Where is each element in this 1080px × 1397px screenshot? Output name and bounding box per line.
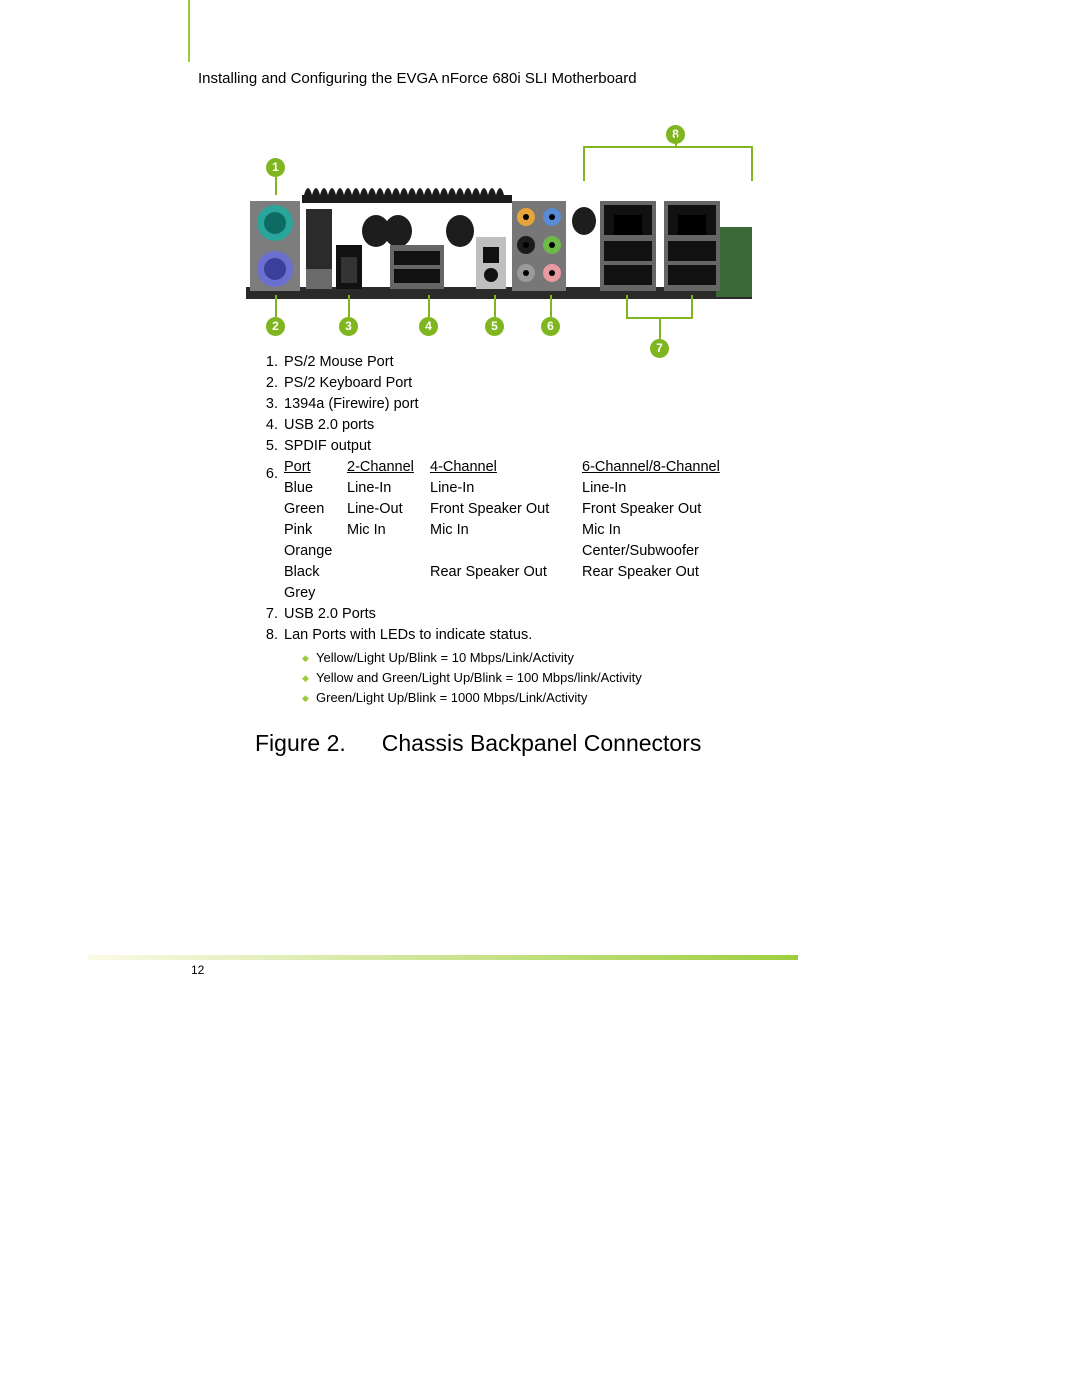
port-table-cell: Mic In — [347, 520, 430, 541]
port-table-cell — [347, 562, 430, 583]
port-table-cell: Blue — [284, 478, 347, 499]
port-table-cell: Rear Speaker Out — [430, 562, 582, 583]
lan-led-item: Yellow/Light Up/Blink = 10 Mbps/Link/Act… — [316, 648, 742, 668]
port-table-cell: Line-Out — [347, 499, 430, 520]
callout-line — [550, 295, 552, 317]
callout-6: 6 — [541, 317, 560, 336]
port-table-cell: Rear Speaker Out — [582, 562, 742, 583]
audio-port-table: Port 2-Channel 4-Channel 6-Channel/8-Cha… — [284, 457, 742, 604]
page-header-title: Installing and Configuring the EVGA nFor… — [198, 70, 637, 87]
port-legend-list: PS/2 Mouse Port PS/2 Keyboard Port 1394a… — [264, 352, 742, 708]
port-table-cell — [430, 583, 582, 604]
port-table-cell — [582, 583, 742, 604]
port-table-cell: Mic In — [582, 520, 742, 541]
callout-5: 5 — [485, 317, 504, 336]
legend-item-8-text: Lan Ports with LEDs to indicate status. — [284, 627, 532, 643]
figure-label: Figure 2. — [255, 730, 346, 756]
port-table-cell: Orange — [284, 541, 347, 562]
callout-line — [626, 295, 628, 317]
figure-caption: Figure 2. Chassis Backpanel Connectors — [255, 730, 701, 757]
legend-item-6: Port 2-Channel 4-Channel 6-Channel/8-Cha… — [282, 457, 742, 604]
callout-line — [494, 295, 496, 317]
port-table-cell: Mic In — [430, 520, 582, 541]
port-table-cell: Line-In — [582, 478, 742, 499]
port-table-header: 6-Channel/8-Channel — [582, 457, 742, 478]
legend-item-3: 1394a (Firewire) port — [282, 394, 742, 415]
port-table-cell: Front Speaker Out — [582, 499, 742, 520]
lan-led-item: Green/Light Up/Blink = 1000 Mbps/Link/Ac… — [316, 688, 742, 708]
legend-item-5: SPDIF output — [282, 436, 742, 457]
callout-line — [275, 295, 277, 317]
legend-item-1: PS/2 Mouse Port — [282, 352, 742, 373]
port-table-cell: Black — [284, 562, 347, 583]
callout-line — [675, 135, 677, 146]
callout-line — [659, 317, 661, 339]
backpanel-diagram: 8 1 — [246, 120, 766, 350]
callout-2: 2 — [266, 317, 285, 336]
legend-item-4: USB 2.0 ports — [282, 415, 742, 436]
port-table-cell: Line-In — [347, 478, 430, 499]
header-accent-rule — [188, 0, 190, 62]
port-table-cell: Green — [284, 499, 347, 520]
port-table-header: 4-Channel — [430, 457, 582, 478]
lan-led-sublist: Yellow/Light Up/Blink = 10 Mbps/Link/Act… — [284, 648, 742, 708]
legend-item-2: PS/2 Keyboard Port — [282, 373, 742, 394]
legend-item-8: Lan Ports with LEDs to indicate status. … — [282, 625, 742, 708]
callout-line — [348, 295, 350, 317]
callout-4: 4 — [419, 317, 438, 336]
port-table-cell: Front Speaker Out — [430, 499, 582, 520]
port-table-cell: Grey — [284, 583, 347, 604]
callout-line — [428, 295, 430, 317]
port-table-cell — [347, 583, 430, 604]
port-table-cell — [430, 541, 582, 562]
port-table-cell: Center/Subwoofer — [582, 541, 742, 562]
port-table-cell: Pink — [284, 520, 347, 541]
port-table-cell — [347, 541, 430, 562]
figure-title: Chassis Backpanel Connectors — [382, 730, 702, 756]
footer-rule — [88, 955, 798, 960]
port-table-cell: Line-In — [430, 478, 582, 499]
callout-line — [691, 295, 693, 317]
port-table-header: 2-Channel — [347, 457, 430, 478]
lan-led-item: Yellow and Green/Light Up/Blink = 100 Mb… — [316, 668, 742, 688]
io-panel-illustration — [246, 175, 766, 355]
page-number: 12 — [191, 963, 204, 977]
callout-line — [583, 146, 753, 148]
callout-3: 3 — [339, 317, 358, 336]
port-table-header: Port — [284, 457, 347, 478]
legend-item-7: USB 2.0 Ports — [282, 604, 742, 625]
